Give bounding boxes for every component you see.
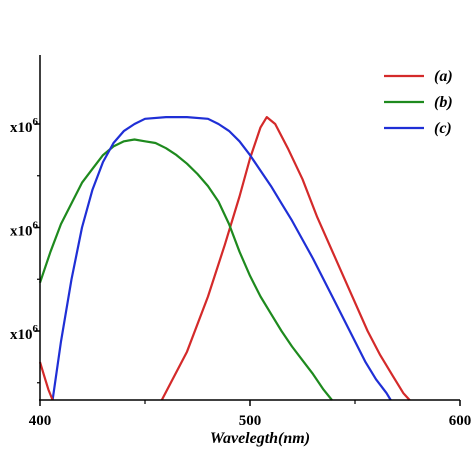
y-tick-label-2: x106: [10, 323, 39, 343]
series-line-0: [160, 116, 411, 401]
x-axis-label: Wavelegth(nm): [210, 430, 310, 447]
y-tick-label-1: x106: [10, 220, 39, 240]
legend-label-0: (a): [434, 68, 453, 85]
axes-layer: 400 500 600 x106 x106 x106: [10, 55, 471, 429]
legend: (a) (b) (c): [384, 68, 453, 137]
legend-label-2: (c): [434, 120, 452, 137]
x-tick-label-1: 500: [239, 413, 262, 429]
series-layer: [38, 116, 411, 401]
y-tick-label-0: x106: [10, 116, 39, 136]
series-line-3: [38, 361, 54, 401]
series-line-1: [38, 138, 333, 401]
legend-label-1: (b): [434, 94, 453, 111]
x-tick-label-0: 400: [29, 413, 52, 429]
series-line-2: [51, 116, 392, 401]
x-tick-label-2: 600: [449, 413, 472, 429]
